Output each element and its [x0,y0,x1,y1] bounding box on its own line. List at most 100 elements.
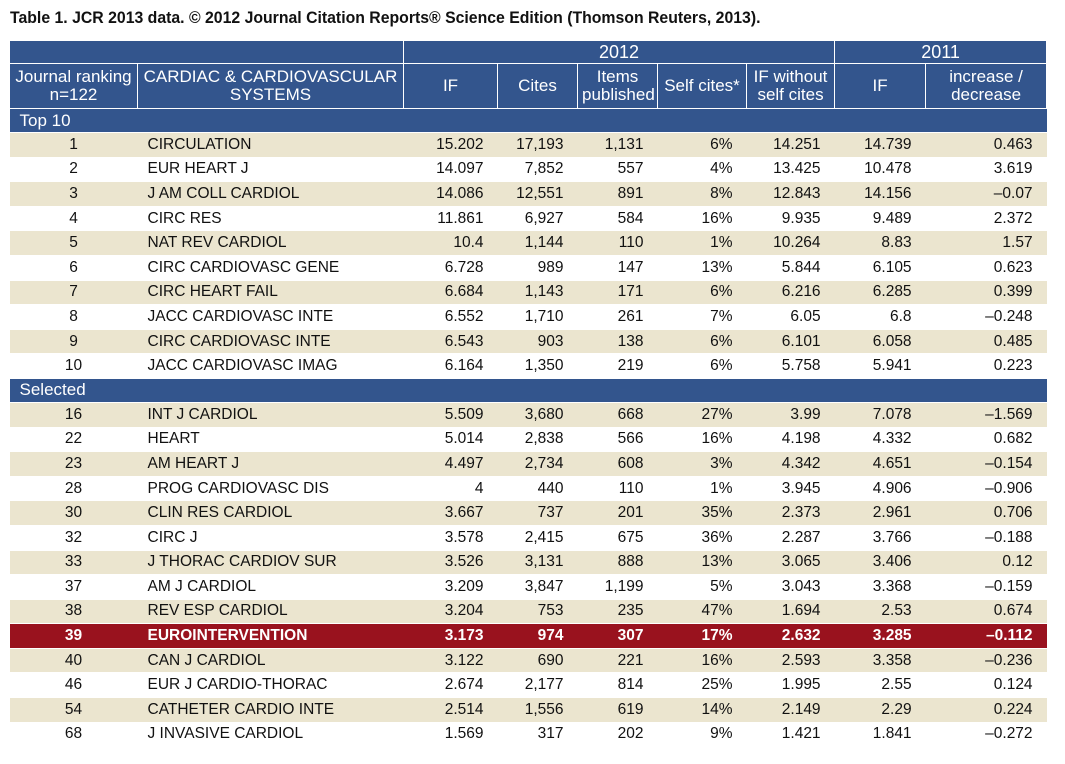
cell-if-2012: 10.4 [403,230,498,256]
cell-journal-name: CIRCULATION [137,132,404,158]
cell-items-published: 608 [577,451,658,477]
cell-if-without-self-cites: 3.945 [746,476,835,502]
cell-journal-name: CIRC HEART FAIL [137,280,404,306]
header-if-without-self-cites: IF without self cites [745,63,836,109]
cell-rank: 68 [9,722,138,748]
cell-self-cites: 16% [657,648,747,674]
cell-if-2012: 5.509 [403,402,498,428]
cell-journal-name: CIRC CARDIOVASC INTE [137,329,404,355]
header-increase-decrease: increase / decrease [925,63,1048,109]
cell-self-cites: 16% [657,427,747,453]
cell-if-2012: 6.552 [403,304,498,330]
cell-if-2012: 3.578 [403,525,498,551]
header-cites: Cites [497,63,578,109]
cell-if-2012: 11.861 [403,206,498,232]
cell-self-cites: 9% [657,722,747,748]
cell-if-2011: 3.285 [834,623,926,649]
cell-items-published: 138 [577,329,658,355]
header-if-2011: IF [834,63,927,109]
cell-cites: 2,177 [497,672,578,699]
cell-if-without-self-cites: 4.342 [746,451,835,477]
cell-self-cites: 3% [657,451,747,477]
cell-if-without-self-cites: 3.065 [746,550,835,576]
table-row: 7 CIRC HEART FAIL 6.684 1,143 171 6% 6.216 6.28… [9,280,1047,306]
cell-cites: 17,193 [497,132,578,158]
table-row: 8 JACC CARDIOVASC INTE 6.552 1,710 261 7% 6.05… [9,304,1047,330]
cell-if-without-self-cites: 2.593 [746,648,835,674]
cell-increase-decrease: –0.272 [925,722,1047,748]
cell-if-2012: 6.164 [403,353,498,379]
cell-items-published: 235 [577,599,658,625]
cell-self-cites: 13% [657,255,747,281]
cell-if-without-self-cites: 13.425 [746,157,835,183]
cell-journal-name: CIRC RES [137,206,404,232]
section-header: Top 10 [9,108,1047,133]
cell-rank: 3 [9,181,138,207]
table-row: 23 AM HEART J 4.497 2,734 608 3% 4.342 4.651 –0.… [9,451,1047,477]
cell-journal-name: J AM COLL CARDIOL [137,181,404,207]
cell-rank: 1 [9,132,138,158]
cell-increase-decrease: 0.706 [925,500,1047,526]
cell-items-published: 219 [577,353,658,379]
cell-if-without-self-cites: 3.043 [746,574,835,600]
cell-rank: 46 [9,672,138,699]
cell-self-cites: 25% [657,672,747,699]
table-row: 5 NAT REV CARDIOL 10.4 1,144 110 1% 10.264 8.83… [9,230,1047,256]
cell-if-without-self-cites: 9.935 [746,206,835,232]
cell-increase-decrease: –0.154 [925,451,1047,477]
table-row: 46 EUR J CARDIO-THORAC 2.674 2,177 814 25% 1.9… [9,672,1047,699]
cell-if-2012: 4 [403,476,498,502]
cell-items-published: 668 [577,402,658,428]
cell-if-2011: 2.53 [834,599,926,625]
jcr-table: 2012 2011 Journal ranking n=122 CARDIAC … [9,40,1048,748]
cell-increase-decrease: –0.07 [925,181,1047,207]
cell-increase-decrease: 0.224 [925,697,1047,723]
cell-journal-name: INT J CARDIOL [137,402,404,428]
cell-if-2011: 6.8 [834,304,926,330]
cell-if-2011: 2.961 [834,500,926,526]
cell-cites: 7,852 [497,157,578,183]
table-row: 2 EUR HEART J 14.097 7,852 557 4% 13.425 10.478… [9,157,1047,183]
table-row: 1 CIRCULATION 15.202 17,193 1,131 6% 14.251 14.… [9,132,1047,158]
cell-increase-decrease: 0.463 [925,132,1047,158]
header-items-published: Items published [577,63,658,109]
table-row: 68 J INVASIVE CARDIOL 1.569 317 202 9% 1.421 1.… [9,722,1047,748]
cell-rank: 32 [9,525,138,551]
cell-cites: 3,131 [497,550,578,576]
cell-if-2011: 6.285 [834,280,926,306]
cell-rank: 10 [9,353,138,379]
cell-if-2011: 9.489 [834,206,926,232]
table-row: 54 CATHETER CARDIO INTE 2.514 1,556 619 14% 2.… [9,697,1047,723]
cell-rank: 7 [9,280,138,306]
cell-items-published: 221 [577,648,658,674]
cell-if-without-self-cites: 6.101 [746,329,835,355]
cell-increase-decrease: 0.682 [925,427,1047,453]
cell-cites: 753 [497,599,578,625]
cell-if-2012: 3.209 [403,574,498,600]
cell-if-2012: 3.526 [403,550,498,576]
cell-if-2012: 6.543 [403,329,498,355]
cell-items-published: 619 [577,697,658,723]
table-caption: Table 1. JCR 2013 data. © 2012 Journal C… [10,8,761,27]
cell-journal-name: EUROINTERVENTION [137,623,404,649]
cell-self-cites: 6% [657,280,747,306]
table-row: 4 CIRC RES 11.861 6,927 584 16% 9.935 9.489 2.37… [9,206,1047,232]
cell-if-2011: 2.55 [834,672,926,699]
cell-journal-name: CLIN RES CARDIOL [137,500,404,526]
cell-self-cites: 4% [657,157,747,183]
cell-journal-name: AM HEART J [137,451,404,477]
cell-rank: 28 [9,476,138,502]
cell-if-2011: 6.105 [834,255,926,281]
cell-rank: 39 [9,623,138,649]
cell-if-2012: 3.173 [403,623,498,649]
cell-increase-decrease: 1.57 [925,230,1047,256]
cell-journal-name: J THORAC CARDIOV SUR [137,550,404,576]
cell-cites: 6,927 [497,206,578,232]
header-blank [9,40,404,64]
cell-increase-decrease: –0.236 [925,648,1047,674]
cell-rank: 30 [9,500,138,526]
cell-self-cites: 5% [657,574,747,600]
cell-cites: 2,838 [497,427,578,453]
cell-if-2012: 15.202 [403,132,498,158]
cell-if-2012: 14.097 [403,157,498,183]
